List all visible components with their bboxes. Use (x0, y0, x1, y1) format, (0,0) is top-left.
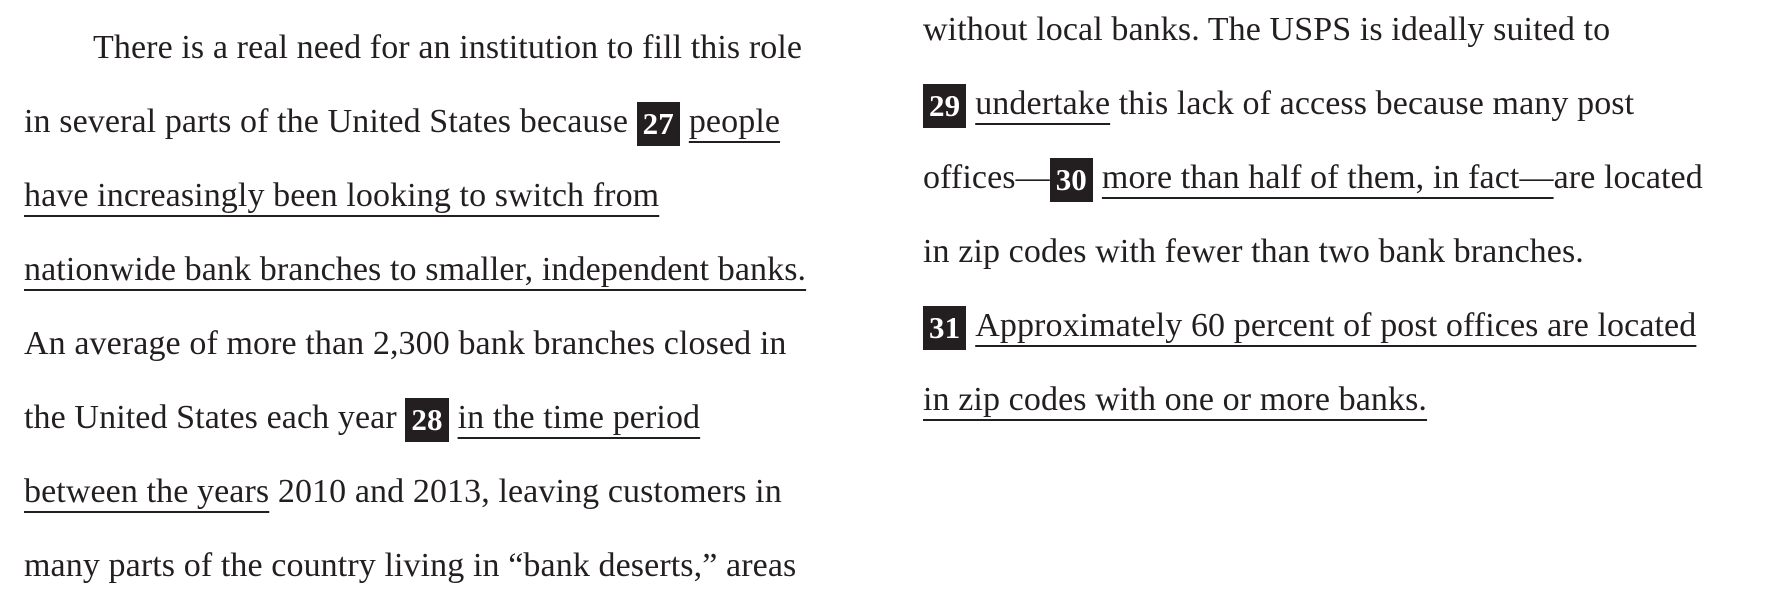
text: An average of more than 2,300 bank branc… (24, 325, 787, 362)
underlined-passage-31[interactable]: in zip codes with one or more banks. (923, 381, 1428, 418)
underlined-passage-27[interactable]: people (688, 103, 781, 140)
question-number-28[interactable]: 28 (405, 398, 449, 442)
question-number-30[interactable]: 30 (1049, 158, 1093, 202)
text: many parts of the country living in “ban… (24, 547, 797, 584)
left-line-8: many parts of the country living in “ban… (24, 546, 796, 586)
text: There is a real need for an institution … (93, 29, 803, 66)
right-line-6: in zip codes with one or more banks. (923, 380, 1427, 420)
question-number-27[interactable]: 27 (636, 102, 680, 146)
text: 2010 and 2013, leaving customers in (269, 473, 782, 510)
underlined-passage-27[interactable]: have increasingly been looking to switch… (24, 177, 660, 214)
text: in several parts of the United States be… (24, 103, 629, 140)
text: the United States each year (24, 399, 397, 436)
question-number-31[interactable]: 31 (923, 306, 967, 350)
left-line-5: An average of more than 2,300 bank branc… (24, 324, 786, 364)
underlined-passage-31[interactable]: Approximately 60 percent of post offices… (975, 307, 1697, 344)
underlined-passage-28[interactable]: between the years (24, 473, 270, 510)
text: in zip codes with fewer than two bank br… (923, 233, 1584, 270)
text: are located (1553, 159, 1703, 196)
right-line-1: without local banks. The USPS is ideally… (923, 10, 1610, 50)
text: this lack of access because many post (1110, 85, 1635, 122)
question-number-29[interactable]: 29 (923, 84, 967, 128)
right-line-2: 29 undertake this lack of access because … (923, 84, 1634, 128)
underlined-passage-29[interactable]: undertake (975, 85, 1111, 122)
text: offices— (923, 159, 1050, 196)
left-line-7: between the years 2010 and 2013, leaving… (24, 472, 782, 512)
left-line-3: have increasingly been looking to switch… (24, 176, 659, 216)
underlined-passage-27[interactable]: nationwide bank branches to smaller, ind… (24, 251, 807, 288)
left-line-6: the United States each year 28 in the tim… (24, 398, 700, 442)
underlined-passage-28[interactable]: in the time period (457, 399, 701, 436)
left-line-2: in several parts of the United States be… (24, 102, 780, 146)
left-line-4: nationwide bank branches to smaller, ind… (24, 250, 806, 290)
right-line-4: in zip codes with fewer than two bank br… (923, 232, 1584, 272)
underlined-passage-30[interactable]: more than half of them, in fact— (1101, 159, 1554, 196)
right-line-5: 31 Approximately 60 percent of post offic… (923, 306, 1696, 350)
left-line-1: There is a real need for an institution … (93, 28, 802, 68)
right-line-3: offices— 30 more than half of them, in fac… (923, 158, 1703, 202)
text: without local banks. The USPS is ideally… (923, 11, 1611, 48)
